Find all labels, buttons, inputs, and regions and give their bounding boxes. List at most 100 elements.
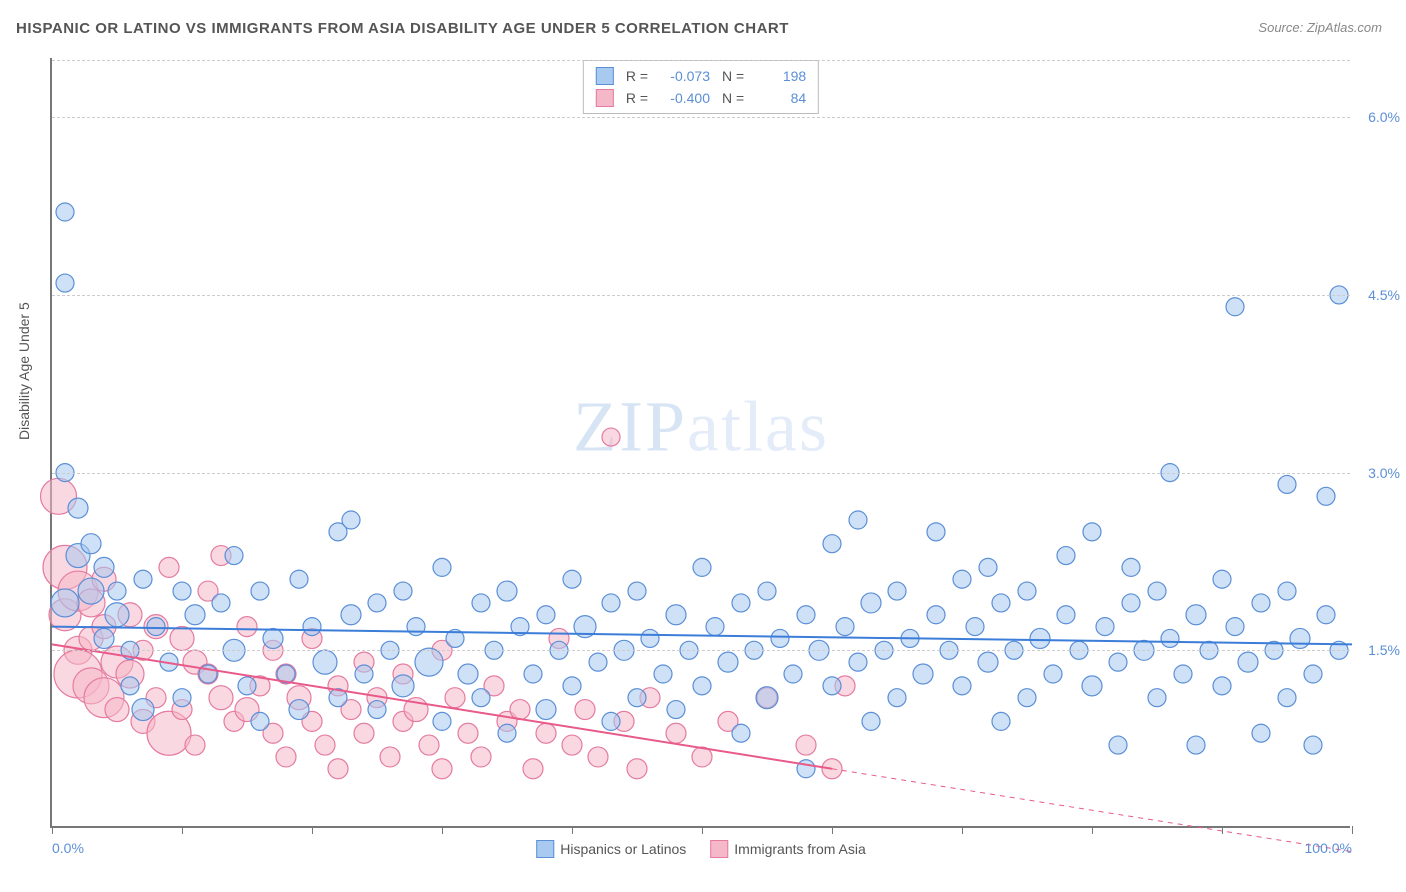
- data-point: [173, 582, 191, 600]
- data-point: [1109, 736, 1127, 754]
- swatch-pink: [710, 840, 728, 858]
- data-point: [1226, 298, 1244, 316]
- data-point: [1174, 665, 1192, 683]
- data-point: [68, 498, 88, 518]
- data-point: [380, 747, 400, 767]
- data-point: [1018, 689, 1036, 707]
- data-point: [458, 723, 478, 743]
- data-point: [1252, 594, 1270, 612]
- legend-item-pink: Immigrants from Asia: [710, 840, 865, 858]
- data-point: [1187, 736, 1205, 754]
- data-point: [888, 582, 906, 600]
- data-point: [563, 677, 581, 695]
- data-point: [170, 626, 194, 650]
- data-point: [342, 511, 360, 529]
- source-label: Source:: [1258, 20, 1303, 35]
- data-point: [355, 665, 373, 683]
- data-point: [433, 712, 451, 730]
- data-point: [1109, 653, 1127, 671]
- data-point: [1122, 594, 1140, 612]
- x-tick-label: 100.0%: [1305, 840, 1352, 856]
- x-tick: [1092, 826, 1093, 834]
- data-point: [497, 581, 517, 601]
- y-tick-label: 1.5%: [1368, 642, 1400, 658]
- data-point: [784, 665, 802, 683]
- data-point: [1252, 724, 1270, 742]
- data-point: [51, 589, 79, 617]
- data-point: [1290, 628, 1310, 648]
- data-point: [1304, 736, 1322, 754]
- data-point: [771, 629, 789, 647]
- data-point: [1148, 582, 1166, 600]
- y-axis-title: Disability Age Under 5: [16, 302, 32, 440]
- x-tick: [962, 826, 963, 834]
- data-point: [341, 605, 361, 625]
- data-point: [888, 689, 906, 707]
- data-point: [303, 618, 321, 636]
- y-tick-label: 6.0%: [1368, 109, 1400, 125]
- data-point: [498, 724, 516, 742]
- data-point: [354, 723, 374, 743]
- data-point: [992, 594, 1010, 612]
- data-point: [953, 570, 971, 588]
- data-point: [185, 735, 205, 755]
- grid-line: [52, 473, 1350, 474]
- data-point: [510, 700, 530, 720]
- data-point: [927, 606, 945, 624]
- data-point: [394, 582, 412, 600]
- data-point: [313, 650, 337, 674]
- data-point: [134, 570, 152, 588]
- data-point: [1083, 523, 1101, 541]
- data-point: [823, 677, 841, 695]
- data-point: [94, 557, 114, 577]
- data-point: [836, 618, 854, 636]
- grid-line: [52, 60, 1350, 61]
- data-point: [575, 700, 595, 720]
- grid-line: [52, 650, 1350, 651]
- legend-label-pink: Immigrants from Asia: [734, 841, 865, 857]
- data-point: [849, 653, 867, 671]
- data-point: [536, 700, 556, 720]
- data-point: [472, 594, 490, 612]
- data-point: [458, 664, 478, 684]
- data-point: [1278, 475, 1296, 493]
- data-point: [1278, 582, 1296, 600]
- data-point: [693, 558, 711, 576]
- data-point: [628, 582, 646, 600]
- data-point: [1096, 618, 1114, 636]
- data-point: [433, 558, 451, 576]
- data-point: [523, 759, 543, 779]
- grid-line: [52, 295, 1350, 296]
- data-point: [602, 712, 620, 730]
- data-point: [251, 712, 269, 730]
- data-point: [105, 698, 129, 722]
- data-point: [237, 617, 257, 637]
- data-point: [56, 274, 74, 292]
- data-point: [966, 618, 984, 636]
- data-point: [1122, 558, 1140, 576]
- y-tick-label: 3.0%: [1368, 465, 1400, 481]
- data-point: [1226, 618, 1244, 636]
- data-point: [1018, 582, 1036, 600]
- data-point: [173, 689, 191, 707]
- data-point: [445, 688, 465, 708]
- plot-area: ZIPatlas R = -0.073 N = 198 R = -0.400 N…: [50, 58, 1350, 828]
- x-tick: [572, 826, 573, 834]
- data-point: [472, 689, 490, 707]
- data-point: [589, 653, 607, 671]
- data-point: [758, 582, 776, 600]
- data-point: [419, 735, 439, 755]
- data-point: [407, 618, 425, 636]
- x-tick: [52, 826, 53, 834]
- data-point: [1304, 665, 1322, 683]
- data-point: [225, 547, 243, 565]
- data-point: [1186, 605, 1206, 625]
- data-point: [392, 675, 414, 697]
- data-point: [628, 689, 646, 707]
- x-tick-label: 0.0%: [52, 840, 84, 856]
- data-point: [563, 570, 581, 588]
- data-point: [1278, 689, 1296, 707]
- grid-line: [52, 117, 1350, 118]
- data-point: [797, 760, 815, 778]
- data-point: [666, 605, 686, 625]
